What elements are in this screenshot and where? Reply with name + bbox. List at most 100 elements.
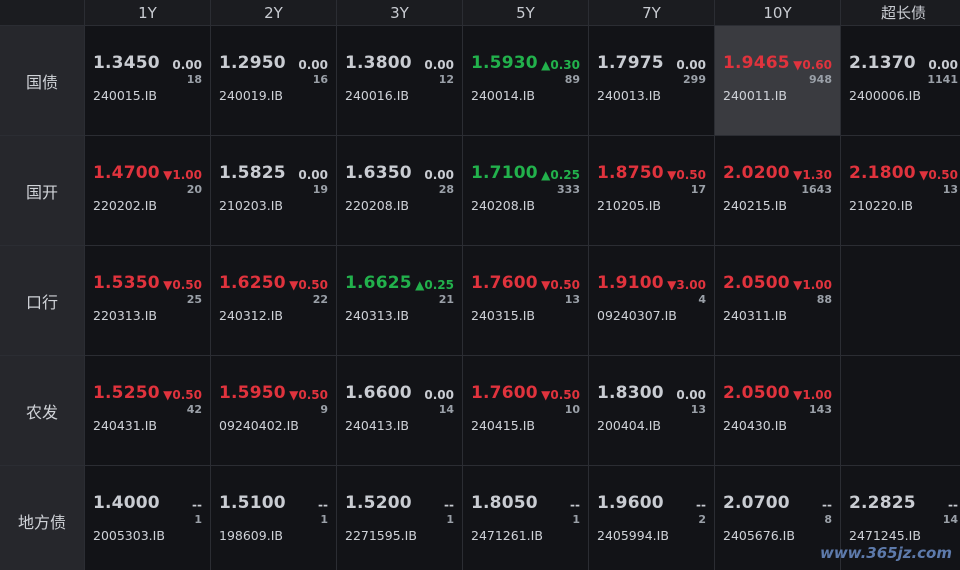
trade-count: 14	[942, 513, 958, 526]
yield-change: 0.00	[928, 58, 958, 72]
yield-value: 1.8750	[597, 163, 664, 183]
column-header-tenor[interactable]: 7Y	[589, 0, 714, 25]
yield-change: ▼1.00	[793, 278, 832, 292]
yield-value: 1.7100	[471, 163, 538, 183]
trade-count: 88	[816, 293, 832, 306]
quote-cell[interactable]: 2.1800 ▼0.50 13 210220.IB	[841, 136, 960, 245]
quote-cell[interactable]: 1.8050 -- 1 2471261.IB	[463, 466, 588, 570]
yield-change: 0.00	[172, 58, 202, 72]
yield-value: 2.0500	[723, 273, 790, 293]
bond-code: 240431.IB	[93, 418, 157, 433]
bond-code: 240016.IB	[345, 88, 409, 103]
quote-cell[interactable]: 1.5100 -- 1 198609.IB	[211, 466, 336, 570]
row-header-bond-type[interactable]: 国开	[0, 136, 84, 245]
yield-change: ▼0.50	[163, 388, 202, 402]
bond-code: 240413.IB	[345, 418, 409, 433]
yield-change: ▲0.30	[541, 58, 580, 72]
quote-cell[interactable]: 1.6350 0.00 28 220208.IB	[337, 136, 462, 245]
bond-code: 2400006.IB	[849, 88, 921, 103]
quote-cell[interactable]: 1.7975 0.00 299 240013.IB	[589, 26, 714, 135]
quote-cell[interactable]: 1.5250 ▼0.50 42 240431.IB	[85, 356, 210, 465]
yield-change: 0.00	[424, 58, 454, 72]
yield-value: 1.6600	[345, 383, 412, 403]
yield-value: 1.7600	[471, 383, 538, 403]
bond-code: 220313.IB	[93, 308, 157, 323]
yield-value: 1.6625	[345, 273, 412, 293]
row-header-bond-type[interactable]: 国债	[0, 26, 84, 135]
quote-cell[interactable]: 1.5930 ▲0.30 89 240014.IB	[463, 26, 588, 135]
yield-value: 1.9100	[597, 273, 664, 293]
trade-count: 1	[446, 513, 454, 526]
yield-value: 1.9465	[723, 53, 790, 73]
quote-cell[interactable]: 1.6625 ▲0.25 21 240313.IB	[337, 246, 462, 355]
quote-cell[interactable]: 1.5350 ▼0.50 25 220313.IB	[85, 246, 210, 355]
quote-cell[interactable]: 1.9465 ▼0.60 948 240011.IB	[715, 26, 840, 135]
quote-cell[interactable]: 2.0500 ▼1.00 143 240430.IB	[715, 356, 840, 465]
quote-cell[interactable]: 1.8300 0.00 13 200404.IB	[589, 356, 714, 465]
column-header-tenor[interactable]: 超长债	[841, 0, 960, 25]
yield-change: 0.00	[298, 168, 328, 182]
quote-cell[interactable]: 1.4000 -- 1 2005303.IB	[85, 466, 210, 570]
yield-change: ▼0.50	[919, 168, 958, 182]
row-header-bond-type[interactable]: 口行	[0, 246, 84, 355]
quote-cell[interactable]: 1.6250 ▼0.50 22 240312.IB	[211, 246, 336, 355]
quote-cell[interactable]: 2.0500 ▼1.00 88 240311.IB	[715, 246, 840, 355]
bond-code: 220208.IB	[345, 198, 409, 213]
yield-value: 2.0200	[723, 163, 790, 183]
yield-value: 1.9600	[597, 493, 664, 513]
bond-code: 210203.IB	[219, 198, 283, 213]
quote-cell[interactable]: 1.7600 ▼0.50 13 240315.IB	[463, 246, 588, 355]
trade-count: 1	[572, 513, 580, 526]
yield-change: 0.00	[676, 58, 706, 72]
quote-cell[interactable]: 1.9600 -- 2 2405994.IB	[589, 466, 714, 570]
trade-count: 1	[320, 513, 328, 526]
quote-cell[interactable]: 1.4700 ▼1.00 20 220202.IB	[85, 136, 210, 245]
quote-cell[interactable]: 1.7100 ▲0.25 333 240208.IB	[463, 136, 588, 245]
quote-cell[interactable]: 1.8750 ▼0.50 17 210205.IB	[589, 136, 714, 245]
column-header-tenor[interactable]: 5Y	[463, 0, 588, 25]
row-header-bond-type[interactable]: 农发	[0, 356, 84, 465]
quote-cell[interactable]: 1.3800 0.00 12 240016.IB	[337, 26, 462, 135]
bond-code: 240315.IB	[471, 308, 535, 323]
quote-cell[interactable]: 2.1370 0.00 1141 2400006.IB	[841, 26, 960, 135]
yield-value: 1.5930	[471, 53, 538, 73]
quote-cell[interactable]: 1.6600 0.00 14 240413.IB	[337, 356, 462, 465]
yield-change: ▼0.50	[289, 388, 328, 402]
yield-value: 2.2825	[849, 493, 916, 513]
bond-code: 240311.IB	[723, 308, 787, 323]
quote-cell[interactable]: 1.7600 ▼0.50 10 240415.IB	[463, 356, 588, 465]
quote-cell[interactable]: 1.5200 -- 1 2271595.IB	[337, 466, 462, 570]
yield-change: ▼1.00	[163, 168, 202, 182]
yield-change: --	[318, 498, 328, 512]
quote-cell[interactable]: 1.3450 0.00 18 240015.IB	[85, 26, 210, 135]
trade-count: 12	[438, 73, 454, 86]
bond-code: 220202.IB	[93, 198, 157, 213]
yield-change: ▼0.50	[163, 278, 202, 292]
yield-change: 0.00	[676, 388, 706, 402]
quote-cell[interactable]: 2.2825 -- 14 2471245.IB	[841, 466, 960, 570]
quote-cell[interactable]: 1.9100 ▼3.00 4 09240307.IB	[589, 246, 714, 355]
bond-code: 240215.IB	[723, 198, 787, 213]
yield-value: 1.5950	[219, 383, 286, 403]
column-header-tenor[interactable]: 1Y	[85, 0, 210, 25]
yield-change: ▼0.50	[289, 278, 328, 292]
yield-value: 1.8050	[471, 493, 538, 513]
yield-change: ▼1.00	[793, 388, 832, 402]
bond-code: 200404.IB	[597, 418, 661, 433]
yield-value: 1.5350	[93, 273, 160, 293]
trade-count: 333	[557, 183, 580, 196]
quote-cell[interactable]: 1.5825 0.00 19 210203.IB	[211, 136, 336, 245]
column-header-tenor[interactable]: 2Y	[211, 0, 336, 25]
empty-quote-cell	[841, 246, 960, 355]
trade-count: 4	[698, 293, 706, 306]
yield-change: ▼0.50	[541, 278, 580, 292]
quote-cell[interactable]: 1.2950 0.00 16 240019.IB	[211, 26, 336, 135]
quote-cell[interactable]: 2.0200 ▼1.30 1643 240215.IB	[715, 136, 840, 245]
column-header-tenor[interactable]: 3Y	[337, 0, 462, 25]
row-header-bond-type[interactable]: 地方债	[0, 466, 84, 570]
quote-cell[interactable]: 1.5950 ▼0.50 9 09240402.IB	[211, 356, 336, 465]
column-header-tenor[interactable]: 10Y	[715, 0, 840, 25]
yield-change: --	[822, 498, 832, 512]
quote-cell[interactable]: 2.0700 -- 8 2405676.IB	[715, 466, 840, 570]
